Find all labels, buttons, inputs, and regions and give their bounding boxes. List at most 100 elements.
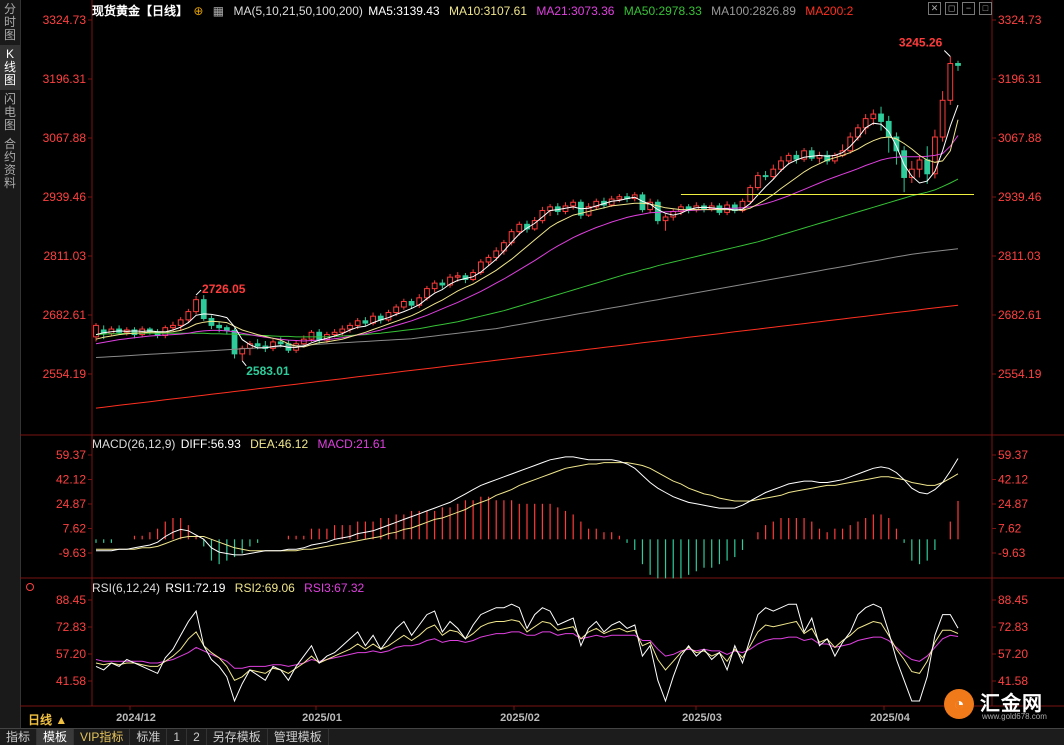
- candle-body: [593, 200, 600, 208]
- candle-body: [955, 63, 961, 66]
- ytick-label-left: 42.12: [56, 473, 86, 487]
- settings-icon[interactable]: ⊕: [193, 4, 204, 18]
- ytick-label-left: 72.83: [56, 620, 86, 634]
- period-selector-button[interactable]: 日线 ▲: [28, 713, 68, 727]
- ytick-label-right: 24.87: [998, 497, 1028, 511]
- xtick-label: 2025/02: [500, 712, 540, 724]
- ytick-label-left: 2939.46: [43, 190, 87, 204]
- candle-body: [924, 159, 931, 175]
- ma5-value: MA5:3139.43: [368, 4, 440, 18]
- dea-line: [96, 462, 959, 552]
- restore-icon[interactable]: ◻: [945, 2, 958, 15]
- maximize-icon[interactable]: □: [979, 2, 992, 15]
- candle-body: [447, 276, 453, 286]
- candle-body: [755, 175, 761, 189]
- ma-params-label: MA(5,10,21,50,100,200): [233, 4, 363, 18]
- candle-body: [408, 300, 415, 306]
- candle-body: [808, 150, 815, 159]
- ytick-label-left: 88.45: [56, 593, 86, 607]
- candle-body: [393, 306, 400, 314]
- ma100-value: MA100:2826.89: [711, 4, 796, 18]
- candle-body: [216, 324, 223, 329]
- macd-dea-value: DEA:46.12: [250, 437, 309, 451]
- bottom-tab-0[interactable]: 指标: [0, 729, 38, 745]
- sidebar-tab-1[interactable]: K 线 图: [0, 45, 20, 90]
- macd-diff-value: DIFF:56.93: [180, 437, 241, 451]
- ytick-label-right: 2682.61: [998, 308, 1042, 322]
- candle-body: [662, 216, 669, 222]
- candle-body: [824, 154, 831, 162]
- candle-body: [231, 329, 238, 355]
- ma200-value: MA200:2: [805, 4, 854, 18]
- ytick-label-right: 57.20: [998, 647, 1028, 661]
- chart-type-sidebar: 分 时 图 K 线 图闪 电 图合 约 资 料: [0, 0, 21, 744]
- sidebar-tab-0[interactable]: 分 时 图: [3, 2, 16, 42]
- bottom-tab-5[interactable]: 2: [187, 729, 207, 745]
- candle-body: [270, 341, 276, 349]
- sidebar-tab-3[interactable]: 合 约 资 料: [3, 137, 16, 190]
- xtick-label: 2025/04: [870, 712, 911, 724]
- candle-body: [185, 311, 192, 321]
- window-controls: ✕ ◻ − □: [928, 2, 992, 15]
- candle-body: [93, 324, 99, 338]
- bottom-toolbar: 指标 模板 VIP指标 标准 1 2 另存模板 管理模板: [0, 728, 1064, 745]
- ma200-line: [95, 304, 959, 409]
- candle-body: [470, 272, 477, 280]
- candle-body: [424, 288, 430, 299]
- rsi3-line: [95, 631, 959, 669]
- peak-annotation: 2726.05: [202, 282, 246, 296]
- macd-header: MACD(26,12,9) DIFF:56.93 DEA:46.12 MACD:…: [92, 437, 392, 451]
- ma50-value: MA50:2978.33: [623, 4, 702, 18]
- candle-body: [870, 113, 877, 120]
- minimize-icon[interactable]: −: [962, 2, 975, 15]
- logo-site: www.gold678.com: [982, 712, 1047, 721]
- rsi-header: RSI(6,12,24) RSI1:72.19 RSI2:69.06 RSI3:…: [92, 581, 370, 595]
- candle-body: [316, 331, 323, 341]
- ma-color-icon[interactable]: ▦: [212, 4, 225, 18]
- candle-body: [385, 312, 392, 321]
- rsi2-value: RSI2:69.06: [234, 581, 295, 595]
- ma50-line: [95, 178, 959, 338]
- chart-canvas: 3324.73 3324.73 3196.31 3196.31 3067.88 3067.…: [20, 0, 1064, 724]
- candle-body: [347, 324, 353, 330]
- ytick-label-left: 24.87: [56, 497, 86, 511]
- peak-annotation-pointer: [195, 289, 202, 296]
- high-annotation-pointer: [943, 50, 951, 57]
- ytick-label-right: 88.45: [998, 593, 1028, 607]
- ytick-label-right: -9.63: [998, 546, 1026, 560]
- bottom-tab-2[interactable]: VIP指标: [74, 729, 131, 745]
- ytick-label-left: 7.62: [63, 522, 87, 536]
- bottom-tab-6[interactable]: 另存模板: [207, 729, 268, 745]
- ytick-label-right: 42.12: [998, 473, 1028, 487]
- ytick-label-right: 3324.73: [998, 13, 1042, 27]
- ytick-label-left: 3196.31: [43, 72, 87, 86]
- sidebar-tab-2[interactable]: 闪 电 图: [3, 92, 16, 132]
- ytick-label-right: 2811.03: [998, 249, 1041, 263]
- logo-name: 汇金网: [980, 693, 1043, 715]
- candle-body: [878, 113, 884, 122]
- candle-body: [170, 324, 176, 329]
- ytick-label-left: 41.58: [56, 674, 86, 688]
- ytick-label-left: 3067.88: [43, 131, 87, 145]
- logo-icon: ◔: [944, 689, 974, 719]
- candle-body: [801, 150, 807, 160]
- bottom-tab-3[interactable]: 标准: [130, 729, 168, 745]
- ma100-line: [95, 248, 959, 358]
- xtick-label: 2024/12: [116, 712, 156, 724]
- candle-body: [616, 196, 623, 200]
- candle-body: [277, 341, 284, 345]
- candle-body: [939, 99, 946, 138]
- candle-body: [177, 319, 184, 326]
- ytick-label-right: 59.37: [998, 448, 1028, 462]
- candle-body: [431, 282, 438, 290]
- ma21-value: MA21:3073.36: [536, 4, 615, 18]
- bottom-tab-7[interactable]: 管理模板: [268, 729, 329, 745]
- bottom-tab-1[interactable]: 模板: [37, 729, 75, 745]
- close-icon[interactable]: ✕: [928, 2, 941, 15]
- ytick-label-right: 3067.88: [998, 131, 1042, 145]
- candle-body: [339, 328, 346, 333]
- xtick-label: 2025/03: [682, 712, 722, 724]
- rsi1-value: RSI1:72.19: [165, 581, 226, 595]
- bottom-tab-4[interactable]: 1: [167, 729, 188, 745]
- macd-macd-value: MACD:21.61: [317, 437, 387, 451]
